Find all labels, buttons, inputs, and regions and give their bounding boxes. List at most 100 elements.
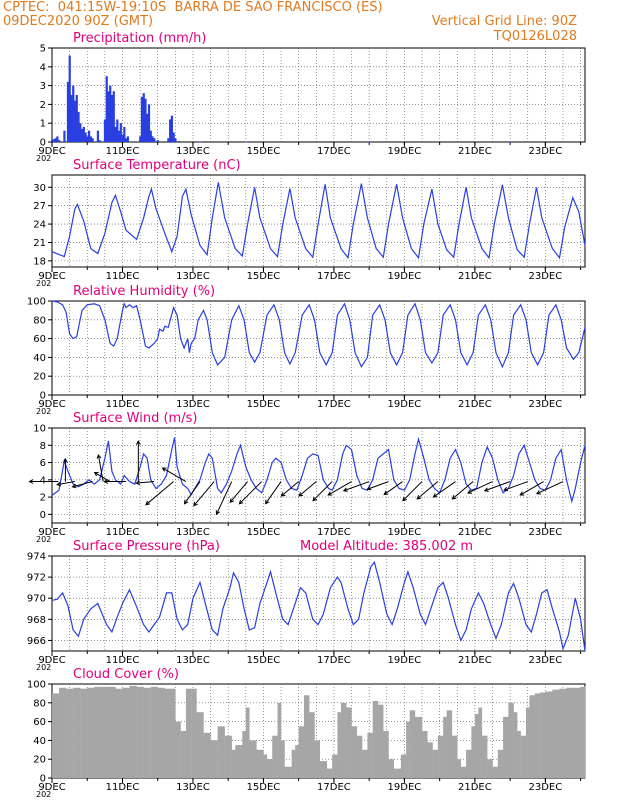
pressure-xtick-label: 19DEC xyxy=(388,655,422,666)
wind-xtick-label: 23DEC xyxy=(528,527,562,538)
cloud-bar xyxy=(457,759,461,778)
cloud-bar xyxy=(303,695,310,778)
cloud-bar xyxy=(460,766,467,778)
precip-bar xyxy=(110,95,114,142)
precip-bar xyxy=(103,119,107,142)
cloud-xtick-label: 11DEC xyxy=(106,782,140,793)
wind-vector xyxy=(239,481,263,505)
precip-bar xyxy=(79,123,82,142)
precip-bar xyxy=(66,81,70,142)
precip-bar xyxy=(509,141,512,143)
wind-vector xyxy=(136,481,155,484)
cloud-bar xyxy=(175,721,181,778)
wind-vector-head xyxy=(28,479,34,484)
temperature-xtick-label: 21DEC xyxy=(458,271,492,282)
pressure-xtick-label: 15DEC xyxy=(247,655,281,666)
cloud-bar xyxy=(326,768,333,778)
wind-title: Surface Wind (m/s) xyxy=(73,411,197,426)
pressure-annotation: Model Altitude: 385.002 m xyxy=(300,539,473,554)
cloud-bar xyxy=(185,688,192,778)
precip-bar xyxy=(140,96,144,142)
cloud-bar xyxy=(263,754,268,778)
cloud-bar xyxy=(298,726,305,778)
precip-bar xyxy=(139,136,142,142)
wind-vector-head xyxy=(93,471,99,477)
wind-vector-head xyxy=(71,483,77,489)
cloud-xtick-label: 17DEC xyxy=(317,782,351,793)
precip-bar xyxy=(105,76,108,142)
precip-xtick-label: 13DEC xyxy=(176,146,210,157)
precip-bar xyxy=(116,119,119,142)
wind-vector xyxy=(467,481,493,494)
cloud-bar xyxy=(340,702,347,778)
wind-vector-head xyxy=(432,493,438,498)
precip-xtick-label: 11DEC xyxy=(106,146,140,157)
pressure-xtick-label: 9DEC xyxy=(38,655,65,666)
wind-vector xyxy=(536,481,564,495)
cloud-bar xyxy=(295,745,299,778)
wind-vector xyxy=(433,481,456,498)
cloud-bar xyxy=(414,716,423,778)
cloud-xtick-label: 9DEC xyxy=(38,782,65,793)
precip-bar xyxy=(84,132,87,142)
cloud-bar xyxy=(115,688,123,778)
temperature-xtick-label: 13DEC xyxy=(176,271,210,282)
humidity-series-line xyxy=(51,300,586,369)
wind-vector xyxy=(343,481,370,492)
wind-vector xyxy=(519,481,544,496)
precip-bar xyxy=(167,138,170,142)
precip-xtick-label: 17DEC xyxy=(317,146,351,157)
cloud-bar xyxy=(284,766,292,778)
cloud-bar xyxy=(266,759,273,778)
precip-bar xyxy=(174,138,177,142)
cloud-bar xyxy=(545,691,553,778)
precip-bar xyxy=(151,136,154,142)
temperature-title: Surface Temperature (nC) xyxy=(73,158,241,173)
cloud-ytick-label: 100 xyxy=(27,680,46,691)
humidity-ytick-label: 40 xyxy=(33,353,46,364)
pressure-series-line xyxy=(51,561,586,652)
precip-bar xyxy=(121,134,124,142)
precip-bar xyxy=(144,98,147,142)
cloud-xtick-label: 15DEC xyxy=(247,782,281,793)
humidity-xtick-label: 13DEC xyxy=(176,399,210,410)
cloud-bar xyxy=(66,688,74,778)
cloud-bar xyxy=(393,768,402,778)
pressure-xtick-label: 13DEC xyxy=(176,655,210,666)
cloud-bar xyxy=(59,687,67,778)
pressure-ytick-label: 970 xyxy=(27,594,46,605)
cloud-bar xyxy=(245,707,250,778)
cloud-bar xyxy=(80,688,88,778)
pressure-ytick-label: 966 xyxy=(27,636,46,647)
humidity-ytick-label: 0 xyxy=(40,391,46,402)
cloud-bar xyxy=(525,707,530,778)
pressure-year-label: 202 xyxy=(36,663,51,672)
precip-bar xyxy=(156,140,159,142)
wind-vector-head xyxy=(103,479,109,484)
temperature-xtick-label: 9DEC xyxy=(38,271,65,282)
wind-vector-head xyxy=(265,499,270,505)
wind-vector-head xyxy=(327,491,333,496)
precip-year-label: 202 xyxy=(36,154,51,163)
cloud-bar xyxy=(356,735,363,778)
wind-vector xyxy=(57,481,75,486)
precip-bar xyxy=(73,100,77,142)
wind-vector-head xyxy=(342,487,348,492)
cloud-bar xyxy=(281,740,285,778)
precip-bar xyxy=(146,113,149,142)
precip-bar xyxy=(77,111,80,142)
header-grid-line-note: Vertical Grid Line: 90Z xyxy=(431,14,577,29)
cloud-bar xyxy=(164,688,173,778)
wind-vector xyxy=(193,481,215,506)
humidity-ytick-label: 80 xyxy=(33,315,46,326)
pressure-xtick-label: 21DEC xyxy=(458,655,492,666)
wind-vector xyxy=(402,481,423,501)
cloud-title: Cloud Cover (%) xyxy=(73,667,179,682)
wind-xtick-label: 11DEC xyxy=(106,527,140,538)
temperature-year-label: 202 xyxy=(36,279,51,288)
cloud-bar xyxy=(367,732,373,778)
wind-frame xyxy=(51,427,586,524)
precip-bar xyxy=(177,141,181,142)
humidity-year-label: 202 xyxy=(36,407,51,416)
temperature-xtick-label: 19DEC xyxy=(388,271,422,282)
